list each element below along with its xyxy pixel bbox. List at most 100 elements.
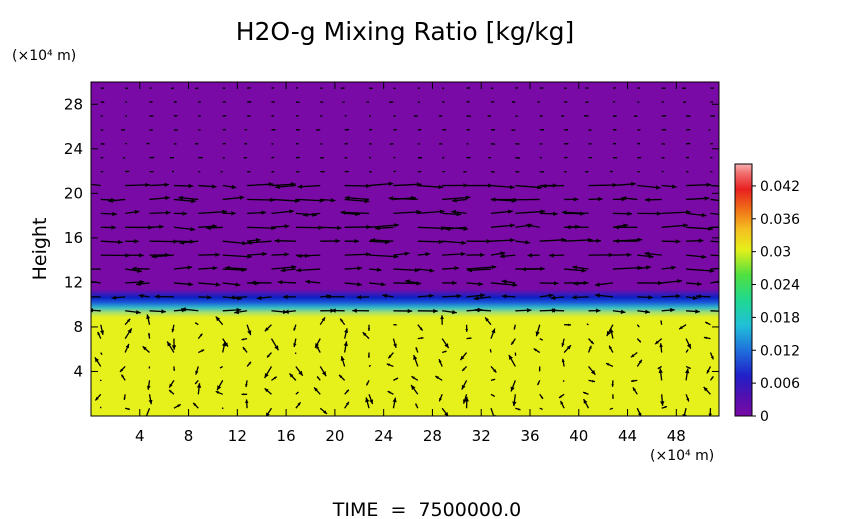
wind-vector-head (517, 171, 520, 173)
wind-vector-head (175, 143, 177, 145)
wind-vector (91, 280, 101, 284)
wind-vector-head (655, 185, 661, 190)
wind-vector-head (154, 294, 160, 299)
wind-vector-head (695, 309, 700, 314)
wind-vector-head (407, 308, 413, 314)
wind-vector-head (491, 328, 496, 334)
wind-vector-head (590, 143, 592, 145)
wind-vector-head (223, 157, 225, 159)
wind-vector-head (463, 183, 468, 188)
wind-vector-head (688, 366, 691, 369)
wind-vector-head (443, 101, 445, 103)
wind-vector-head (387, 391, 391, 394)
wind-vector-head (275, 184, 280, 190)
wind-vector-head (493, 171, 495, 173)
wind-vector-head (298, 129, 300, 131)
wind-vector-head (584, 114, 586, 117)
wind-vector-head (614, 87, 616, 89)
wind-vector-head (274, 238, 280, 243)
wind-vector-head (241, 338, 245, 341)
wind-vector-head (686, 349, 689, 352)
wind-vector-head (469, 337, 472, 340)
wind-vector (710, 240, 719, 243)
wind-vector-head (243, 157, 246, 159)
wind-vector-head (701, 212, 707, 218)
wind-vector-head (111, 295, 117, 300)
wind-vector-head (195, 143, 197, 145)
wind-vector-head (219, 366, 222, 369)
wind-vector-head (161, 309, 166, 314)
wind-vector-head (664, 406, 667, 409)
wind-vector-head (199, 333, 203, 337)
x-tick-label: 20 (325, 427, 344, 445)
wind-vector-head (615, 156, 618, 159)
chart-title: H2O-g Mixing Ratio [kg/kg] (236, 17, 575, 46)
wind-vector-head (246, 240, 252, 245)
colorbar (734, 163, 753, 417)
wind-vector-head (696, 281, 702, 287)
wind-vector-head (215, 252, 220, 257)
wind-vector (564, 239, 593, 242)
wind-vector-head (659, 343, 663, 348)
wind-vector-head (592, 379, 595, 383)
wind-vector-head (675, 239, 681, 244)
wind-vector-head (663, 157, 665, 159)
wind-vector-head (102, 101, 105, 103)
wind-vector (271, 198, 300, 202)
wind-vector-head (566, 345, 571, 350)
wind-vector-head (465, 195, 471, 200)
wind-vector-head (584, 171, 587, 173)
wind-vector-head (280, 268, 286, 273)
wind-vector-head (376, 267, 382, 272)
wind-vector-head (321, 87, 323, 89)
wind-vector-head (229, 295, 235, 300)
wind-vector-head (493, 128, 496, 131)
wind-vector-head (102, 157, 104, 159)
wind-vector-head (267, 354, 270, 358)
wind-vector-head (122, 157, 124, 159)
wind-vector-head (510, 223, 515, 228)
wind-vector-head (719, 279, 724, 283)
wind-vector-head (126, 143, 128, 145)
wind-vector-head (171, 87, 173, 89)
wind-vector-head (366, 101, 368, 103)
wind-vector-head (126, 101, 128, 103)
wind-vector-head (560, 115, 563, 117)
wind-vector (91, 183, 101, 187)
wind-vector (198, 210, 227, 215)
wind-vector-head (513, 327, 516, 330)
wind-vector-head (419, 129, 422, 131)
colorbar-tick-label: 0.03 (760, 245, 791, 261)
wind-vector-head (273, 128, 276, 131)
wind-vector-head (418, 143, 420, 145)
wind-vector-head (614, 143, 617, 145)
y-unit-label: (×10⁴ m) (12, 48, 76, 64)
colorbar-tick-label: 0.024 (760, 278, 800, 294)
wind-vector-head (365, 397, 370, 403)
wind-vector-head (511, 101, 514, 103)
wind-vector-head (566, 101, 568, 103)
wind-vector-head (660, 320, 663, 323)
wind-vector-head (510, 386, 515, 392)
wind-vector-head (686, 343, 691, 349)
x-tick-label: 28 (423, 427, 442, 445)
wind-vector-head (142, 346, 147, 351)
wind-vector-head (444, 343, 449, 349)
wind-vector-head (297, 101, 300, 103)
wind-vector-head (452, 198, 457, 203)
wind-vector-head (108, 198, 114, 203)
wind-vector-head (512, 401, 517, 407)
wind-vector-head (683, 101, 685, 103)
y-tick-label: 8 (73, 318, 83, 336)
wind-vector-head (134, 239, 139, 244)
wind-vector-head (688, 115, 691, 117)
wind-vector-head (289, 209, 294, 214)
wind-vector-head (388, 196, 394, 201)
wind-vector-head (298, 370, 303, 376)
wind-vector-head (563, 380, 564, 382)
wind-vector-head (538, 369, 541, 372)
wind-vector-head (627, 211, 633, 216)
wind-vector-head (525, 240, 531, 245)
wind-vector-head (526, 308, 532, 313)
wind-vector-head (380, 282, 386, 287)
